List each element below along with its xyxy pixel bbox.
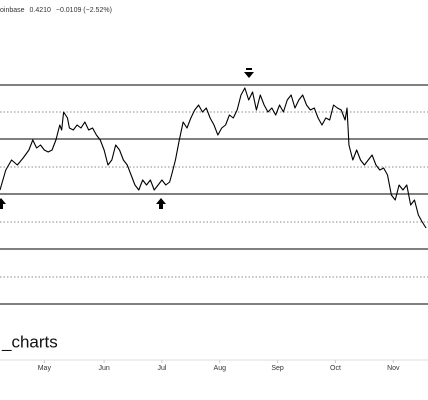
change: −0.0109 (−2.52%) <box>56 7 112 14</box>
source: oinbase <box>0 7 25 14</box>
x-tick-label: Jun <box>98 365 109 372</box>
down-arrow <box>244 68 254 78</box>
watermark: _charts <box>1 332 58 351</box>
price: 0.4210 <box>29 7 51 14</box>
header: oinbase 0.4210 −0.0109 (−2.52%) <box>0 7 112 14</box>
x-tick-label: Jul <box>157 365 166 372</box>
x-tick-label: Nov <box>387 365 400 372</box>
up-arrow <box>0 198 6 209</box>
x-tick-label: Oct <box>330 365 341 372</box>
up-arrow <box>156 198 166 209</box>
x-tick-label: May <box>38 365 52 372</box>
x-tick-label: Sep <box>271 365 284 372</box>
price-line <box>0 87 427 229</box>
x-tick-label: Aug <box>214 365 227 372</box>
